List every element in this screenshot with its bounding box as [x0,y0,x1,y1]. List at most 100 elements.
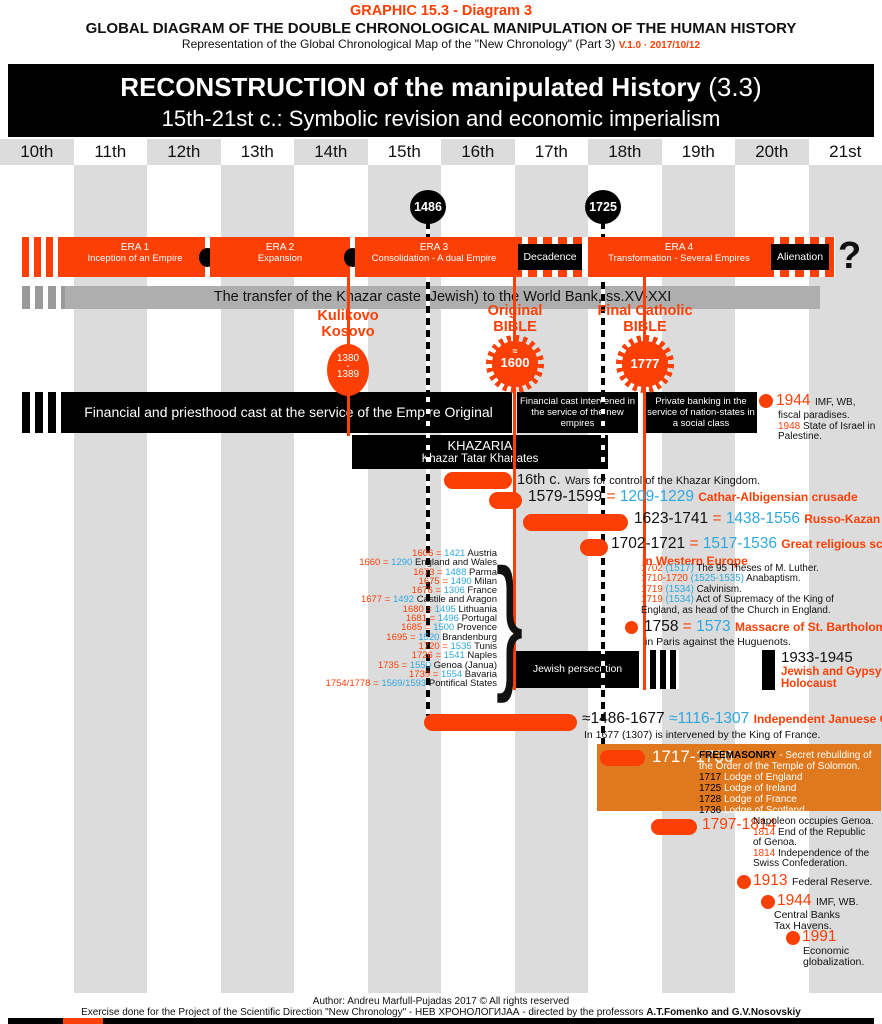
holocaust-bar [762,650,775,690]
globalization-text: Economic globalization. [803,945,865,968]
era-3-title: ERA 3 [419,242,449,253]
bartholomew-dot [625,621,638,634]
bible-1777-year: 1777 [630,356,660,371]
era-3-subtitle: Consolidation - A dual Empire [371,253,497,264]
original-bible-line1: Original [487,303,543,319]
equation-label: Great religious schism [781,537,882,551]
bartholomew-label: Massacre of St. Bartholomew [734,620,882,634]
century-label: 20th [735,139,809,165]
napoleon-line: 1814 Independence of the [753,847,870,859]
bible-1600-stem-line [513,270,516,690]
banner-title-suffix: (3.3) [708,72,762,102]
note-line: Palestine. [778,431,822,442]
dashed-line-1486 [426,222,430,716]
alienation-segment: Alienation [765,237,835,277]
equation-label: Russo-Kazan Wars [804,512,882,526]
decadence-label: Decadence [518,244,582,270]
napoleon-years: 1797-1814 [702,816,777,833]
kulikovo-label-line1: Kulikovo [317,308,379,324]
schism-detail-row: 1719 (1534) Calvinism. [641,583,742,595]
era-1-title: ERA 1 [120,242,150,253]
equation-row-kazan: 1623-1741 = 1438-1556 Russo-Kazan Wars [634,510,882,528]
khazaria-subtitle: Khazar Tatar Khanates [421,453,539,465]
globalization-year: 1991 [802,928,837,945]
federal-text: Federal Reserve. [791,876,873,888]
januese-capsule [424,714,577,731]
globalization-dot [786,931,800,945]
bible-1600-approx: ≈ [512,346,518,356]
year-marker-1486: 1486 [410,190,446,224]
bottom-bar [8,1018,874,1024]
era-4-title: ERA 4 [664,242,694,253]
wars-16th-row: 16th c. Wars for control of the Khazar K… [517,471,760,489]
century-label: 14th [294,139,368,165]
version-label: V.1.0 · 2017/10/12 [618,40,701,51]
kulikovo-year-badge: 1380 - 1389 [327,344,369,396]
freemasonry-desc2: the Order of the Temple of Solomon. [699,761,861,772]
original-bible-label: Original BIBLE [460,303,570,335]
original-bible-line2: BIBLE [493,319,537,335]
country-row: 1676 = 1306 France [411,585,497,597]
freemasonry-capsule [600,750,645,766]
note-1944-headline: 1944 IMF, WB, [776,392,856,410]
imf-dot [761,895,775,909]
eq1-capsule [489,492,522,509]
federal-dot [737,875,751,889]
bible-1777-badge: 1777 [616,335,674,393]
bible-1777-stem-line [643,270,646,690]
kulikovo-label: Kulikovo Kosovo [290,308,406,340]
century-label: 11th [94,142,127,161]
lodge-row: 1728 Lodge of France [699,794,797,805]
century-label: 21st [829,142,862,161]
equation-row-schism: 1702-1721 = 1517-1536 Great religious sc… [611,535,882,553]
schism-detail-row: 1719 (1534) Act of Supremacy of the King… [641,594,834,606]
schism-detail-row: England, as head of the Church in Englan… [641,604,831,616]
country-row: 1685 = 1500 Provence [401,622,497,634]
freemasonry-lodges: 1717 Lodge of England 1725 Lodge of Irela… [699,772,871,816]
napoleon-line: 1814 End of the Republic [753,826,866,838]
country-row: 1681 = 1496 Portugal [405,613,497,625]
footer-professors: A.T.Fomenko and G.V.Nosovskiy [646,1007,801,1018]
diagram-title: GLOBAL DIAGRAM OF THE DOUBLE CHRONOLOGIC… [85,20,797,37]
country-row: 1735 = 1550 Genoa (Janua) [377,659,497,671]
note-1944-text: IMF, WB, [814,397,856,408]
note-line: 1948 State of Israel in [778,420,876,432]
bartholomew-line2: in Paris against the Huguenots. [645,636,791,648]
final-bible-line2: BIBLE [623,319,667,335]
januese-label: Independent Januese Order. [753,712,882,726]
holocaust-years: 1933-1945 [781,649,853,666]
wars-capsule [444,472,512,489]
decadence-segment: Decadence [513,237,593,277]
freemasonry-years: 1717-1736 [652,747,734,766]
imf-year: 1944 [777,892,812,909]
country-row: 1677 = 1492 Castile and Aragon [360,594,497,606]
era-2-title: ERA 2 [265,242,295,253]
equation-row-cathar: 1579-1599 = 1209-1229 Cathar-Albigensian… [528,488,858,505]
jewish-persecution-box: Jewish persecution [516,651,639,688]
note-1944-year: 1944 [776,392,811,409]
century-label: 10th [0,139,74,165]
banner: RECONSTRUCTION of the manipulated Histor… [8,64,874,137]
napoleon-line: Napoleon occupies Genoa. [753,816,874,827]
khazar-transfer-bar: The transfer of the Khazar caste (Jewish… [65,286,820,309]
era-2-segment: ERA 2 Expansion [210,237,350,277]
year-marker-1725: 1725 [585,190,621,224]
napoleon-lines: Napoleon occupies Genoa. 1814 End of the … [753,816,874,870]
dashed-line-1725 [601,222,605,746]
note-1944-dot [759,394,773,408]
era-2-subtitle: Expansion [257,253,303,264]
century-label: 13th [240,142,274,161]
khazaria-title: KHAZARIA [447,438,513,453]
final-bible-label: Final Catholic BIBLE [585,303,705,335]
holocaust-label: Jewish and Gypsy Holocaust [781,666,882,690]
century-label: 16th [441,139,515,165]
country-duplicate-list: 1606 = 1421 Austria 1660 = 1290 England a… [247,549,497,689]
banner-title: RECONSTRUCTION of the manipulated Histor… [120,72,762,102]
kulikovo-year-end: 1389 [336,369,360,380]
schism-label-line2: in Western Europe [642,554,748,568]
cast-intervened-box: Financial cast intervened in the service… [517,392,638,433]
freemasonry-body: FREEMASONRY - Secret rebuilding of the O… [699,750,871,816]
note-1944-lines: fiscal paradises. 1948 State of Israel in… [778,410,882,443]
bible-1600-year: 1600 [500,355,530,370]
century-label: 18th [588,139,662,165]
